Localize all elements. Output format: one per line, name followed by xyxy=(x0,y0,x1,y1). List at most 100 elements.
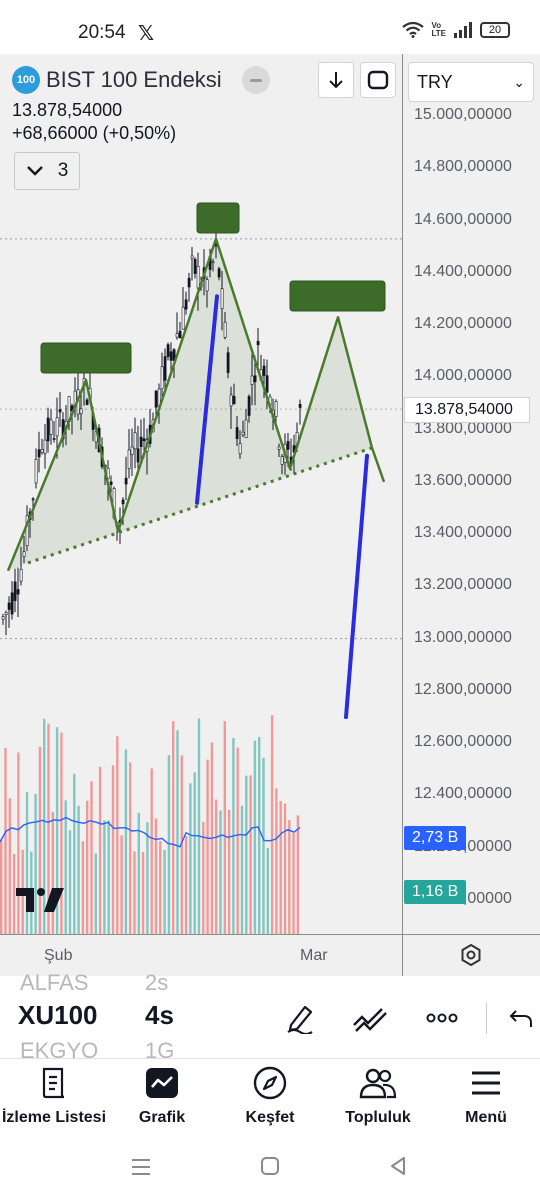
candle-body xyxy=(22,551,26,557)
chevron-down-icon: ⌄ xyxy=(513,74,525,90)
indicators-collapse-button[interactable]: 3 xyxy=(14,152,80,190)
volume-bar xyxy=(184,835,188,934)
candle-body xyxy=(205,279,209,292)
symbol-title[interactable]: BIST 100 Endeksi xyxy=(46,67,222,92)
candle-body xyxy=(280,456,284,465)
candle-body xyxy=(181,306,185,330)
interval-selector[interactable]: 4s xyxy=(145,1000,174,1030)
price-tick-label: 12.400,00000 xyxy=(414,785,512,803)
more-icon[interactable] xyxy=(422,998,462,1038)
volume-bar xyxy=(258,737,261,934)
pattern-height-line xyxy=(195,294,219,505)
volume-bar xyxy=(94,853,97,934)
candle-body xyxy=(85,399,89,406)
volume-bar xyxy=(236,747,239,934)
indicator-count: 3 xyxy=(57,160,69,181)
candle-body xyxy=(31,498,35,501)
candle-body xyxy=(229,394,233,407)
price-tick-label: 13.200,00000 xyxy=(414,576,512,594)
volume-bar xyxy=(275,788,278,934)
candle-body xyxy=(226,352,230,373)
volume-bar xyxy=(47,723,50,934)
volume-bar xyxy=(25,791,29,934)
nav-menu[interactable]: Menü xyxy=(432,1065,540,1127)
nav-label: Topluluk xyxy=(345,1109,411,1126)
market-status-icon[interactable] xyxy=(241,66,270,94)
volume-bar xyxy=(180,755,183,934)
candle-body xyxy=(265,375,269,393)
volume-bar xyxy=(60,732,63,934)
prev-symbol[interactable]: ALFAS xyxy=(20,970,89,995)
chart-area[interactable]: 15.000,00000 14.800,00000 14.600,00000 14.4… xyxy=(0,54,540,934)
volume-bar xyxy=(17,752,20,934)
symbol-header[interactable]: 100 BIST 100 Endeksi xyxy=(12,66,270,94)
nav-chart[interactable]: Grafik xyxy=(108,1065,216,1127)
undo-icon[interactable] xyxy=(506,998,536,1038)
volume-bar xyxy=(77,805,80,934)
candle-body xyxy=(277,446,281,450)
price-tick-label: 14.600,00000 xyxy=(414,210,512,228)
volume-bar xyxy=(51,811,54,934)
volume-bar xyxy=(249,775,252,934)
time-axis[interactable]: Şub Mar xyxy=(0,934,540,977)
pencil-icon[interactable] xyxy=(280,998,320,1038)
candle-body xyxy=(223,321,227,338)
candle-body xyxy=(250,375,254,386)
price-tick-label: 13.400,00000 xyxy=(414,524,512,542)
right-shoulder-label xyxy=(289,280,386,312)
nav-label: Grafik xyxy=(138,1109,186,1126)
trend-line-icon[interactable] xyxy=(350,998,390,1038)
symbol-selector[interactable]: XU100 xyxy=(18,1000,98,1030)
volume-bar xyxy=(81,841,85,934)
nav-label: Menü xyxy=(465,1109,507,1126)
candle-body xyxy=(4,611,8,615)
candle-body xyxy=(196,266,200,289)
volume-bar xyxy=(292,833,295,934)
back-button[interactable] xyxy=(388,1156,408,1182)
candle-body xyxy=(13,581,17,601)
candle-body xyxy=(37,449,41,458)
current-price-label: 13.878,54000 xyxy=(404,397,530,423)
candle-body xyxy=(19,568,23,582)
candle-body xyxy=(274,401,278,417)
currency-value: TRY xyxy=(417,72,453,92)
volume-bar xyxy=(4,748,7,934)
home-button[interactable] xyxy=(260,1156,280,1182)
candle-body xyxy=(49,419,53,435)
volume-bar xyxy=(163,849,166,934)
nav-explore[interactable]: Keşfet xyxy=(216,1065,324,1127)
volume-bar xyxy=(159,841,162,934)
volume-bar xyxy=(0,839,3,934)
volume-bar xyxy=(133,851,136,934)
prev-interval[interactable]: 2s xyxy=(145,970,169,995)
volte-icon: Vo LTE xyxy=(431,21,446,38)
volume-bar xyxy=(86,800,89,934)
community-icon xyxy=(359,1068,397,1099)
candle-body xyxy=(211,261,215,264)
candle-body xyxy=(247,396,251,416)
nav-community[interactable]: Topluluk xyxy=(324,1065,432,1127)
price-tick-label: 14.800,00000 xyxy=(414,158,512,176)
volume-bar xyxy=(154,818,158,934)
fullscreen-button[interactable] xyxy=(360,62,396,98)
candle-body xyxy=(298,404,302,408)
volume-bar xyxy=(279,801,282,934)
recents-button[interactable] xyxy=(130,1156,152,1182)
tradingview-logo xyxy=(16,886,66,922)
watchlist-icon xyxy=(42,1067,65,1099)
status-icons: Vo LTE 20 xyxy=(402,22,510,38)
price-axis[interactable] xyxy=(402,54,540,934)
volume-bar xyxy=(124,749,128,934)
volume-bar xyxy=(73,773,76,934)
candle-body xyxy=(16,589,20,595)
nav-watchlist[interactable]: İzleme Listesi xyxy=(0,1065,108,1127)
fullscreen-icon xyxy=(367,70,389,90)
nav-label: Keşfet xyxy=(245,1109,295,1126)
currency-select[interactable]: TRY ⌄ xyxy=(408,62,534,102)
price-tick-label: 14.200,00000 xyxy=(414,315,512,333)
download-button[interactable] xyxy=(318,62,354,98)
time-label-feb: Şub xyxy=(44,947,73,964)
candle-body xyxy=(163,356,167,381)
chart-settings-icon[interactable] xyxy=(460,943,482,972)
volume-bar xyxy=(202,821,205,934)
